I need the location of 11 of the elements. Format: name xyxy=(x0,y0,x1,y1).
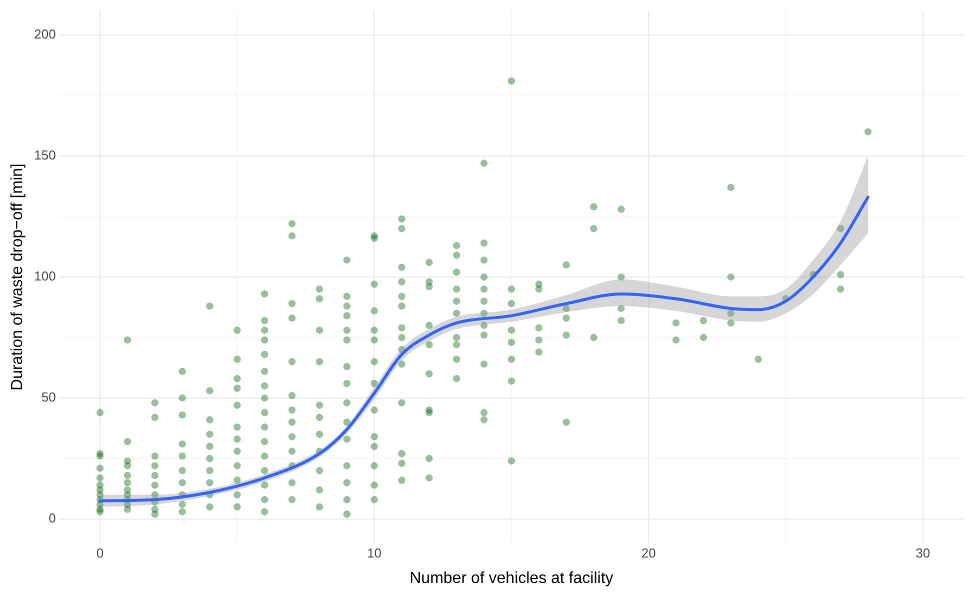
y-axis-title: Duration of waste drop−off [min] xyxy=(9,164,26,390)
x-tick-label: 20 xyxy=(641,546,656,561)
y-tick-label: 50 xyxy=(41,390,56,405)
y-tick-label: 150 xyxy=(34,148,56,163)
x-tick-label: 10 xyxy=(367,546,382,561)
y-tick-label: 100 xyxy=(34,268,56,284)
y-tick-label: 0 xyxy=(48,510,56,526)
x-tick-label: 30 xyxy=(916,546,930,561)
x-axis-title: Number of vehicles at facility xyxy=(410,570,614,587)
y-tick-label: 200 xyxy=(34,26,56,42)
x-tick-label: 0 xyxy=(96,546,104,561)
